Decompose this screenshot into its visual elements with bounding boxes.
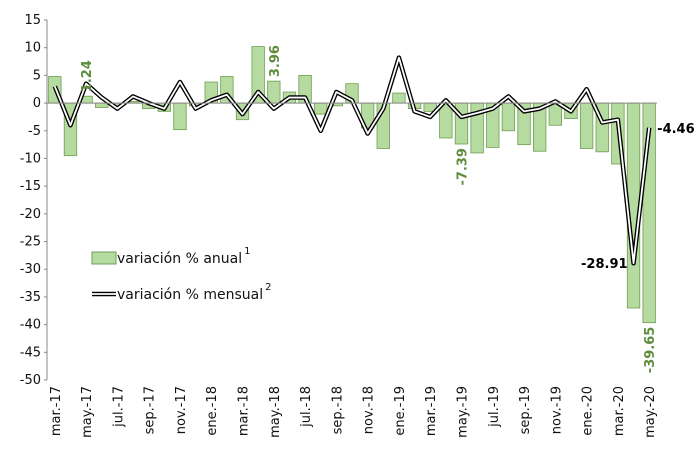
- data-label: -7.39: [455, 148, 470, 185]
- x-tick-label: may.-19: [455, 386, 470, 438]
- data-label: 1.24: [80, 60, 95, 92]
- x-tick-label: jul.-19: [487, 386, 502, 428]
- bar: [267, 80, 281, 104]
- y-tick-label: -35: [20, 290, 41, 305]
- x-tick-label: mar.-17: [49, 386, 64, 436]
- y-tick-label: 10: [24, 41, 41, 56]
- x-tick-label: may.-20: [643, 386, 658, 438]
- x-tick-label: jul.-17: [111, 386, 126, 428]
- y-tick-label: -25: [20, 235, 41, 250]
- legend: variación % anual 1 variación % mensual 2: [91, 246, 271, 303]
- legend-label: variación % mensual: [117, 287, 263, 303]
- x-tick-label: nov.-18: [362, 386, 377, 434]
- x-tick-label: ene.-20: [581, 386, 596, 436]
- x-tick-label: sep.-17: [143, 386, 158, 434]
- bar: [392, 92, 406, 104]
- line: [53, 56, 651, 265]
- x-tick-label: ene.-18: [205, 386, 220, 436]
- x-tick-label: nov.-19: [549, 386, 564, 434]
- bar: [95, 102, 109, 108]
- x-tick-label: mar.-19: [424, 386, 439, 436]
- y-tick-label: -40: [20, 318, 41, 333]
- x-tick-label: mar.-20: [612, 386, 627, 436]
- legend-footnote: 2: [265, 282, 271, 293]
- y-tick-label: -45: [20, 345, 41, 360]
- x-tick-label: ene.-19: [393, 386, 408, 436]
- data-label: -28.91: [581, 257, 628, 272]
- y-tick-label: -50: [20, 373, 41, 388]
- bar: [439, 102, 453, 139]
- data-label: -39.65: [643, 327, 658, 374]
- x-tick-label: jul.-18: [299, 386, 314, 428]
- x-tick-label: sep.-19: [518, 386, 533, 434]
- legend-swatch: [91, 251, 117, 265]
- y-tick-label: -5: [28, 124, 41, 139]
- y-tick-label: 0: [33, 96, 41, 111]
- bar: [579, 102, 594, 149]
- y-tick-label: -20: [20, 207, 41, 222]
- y-tick-label: -30: [20, 262, 41, 277]
- data-label: 3.96: [268, 45, 283, 77]
- x-tick-label: sep.-18: [330, 386, 345, 434]
- x-tick-label: nov.-17: [174, 386, 189, 434]
- legend-footnote: 1: [244, 246, 250, 257]
- bar: [314, 102, 328, 115]
- bar: [501, 102, 516, 132]
- y-tick-label: -15: [20, 179, 41, 194]
- y-tick-label: 5: [33, 68, 41, 83]
- bar: [173, 102, 187, 131]
- x-tick-label: may.-17: [80, 386, 95, 438]
- x-tick-label: may.-18: [268, 386, 283, 438]
- data-label: -4.46: [657, 122, 694, 137]
- y-tick-label: -10: [20, 151, 41, 166]
- legend-label: variación % anual: [117, 251, 242, 267]
- x-tick-label: mar.-18: [237, 386, 252, 436]
- y-tick-label: 15: [24, 13, 41, 28]
